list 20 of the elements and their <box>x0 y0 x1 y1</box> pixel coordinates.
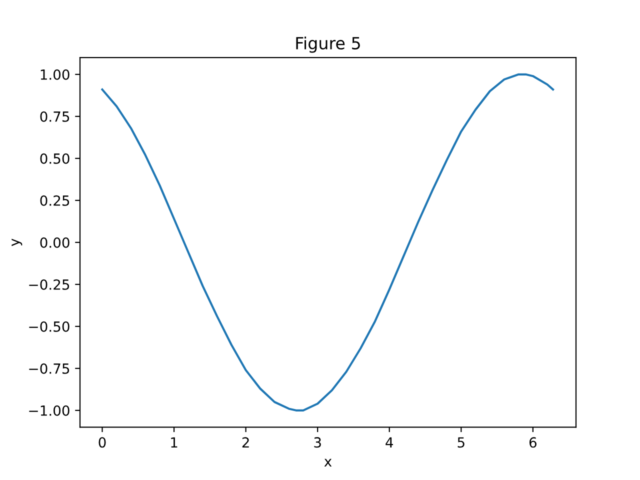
y-tick-label: 0.00 <box>40 237 70 248</box>
y-tick-label: −1.00 <box>29 405 70 416</box>
x-axis-title: x <box>324 458 332 466</box>
x-tick-label: 0 <box>98 437 106 448</box>
y-tick-label: −0.50 <box>29 321 70 332</box>
y-axis-title: y <box>12 238 22 246</box>
chart-title: Figure 5 <box>296 36 360 53</box>
x-tick-label: 6 <box>529 437 536 448</box>
y-tick-label: 0.75 <box>40 111 70 122</box>
x-tick-label: 3 <box>314 437 321 448</box>
y-tick-label: 0.50 <box>40 153 70 164</box>
y-tick-label: 0.25 <box>40 195 70 206</box>
x-tick-label: 1 <box>171 437 178 448</box>
x-tick-label: 5 <box>458 437 464 448</box>
x-tick-label: 4 <box>386 437 394 448</box>
line-series <box>101 73 554 412</box>
y-tick-label: 1.00 <box>40 69 70 80</box>
y-tick-label: −0.25 <box>29 279 70 290</box>
y-tick-label: −0.75 <box>29 363 70 374</box>
x-tick-label: 2 <box>242 437 249 448</box>
